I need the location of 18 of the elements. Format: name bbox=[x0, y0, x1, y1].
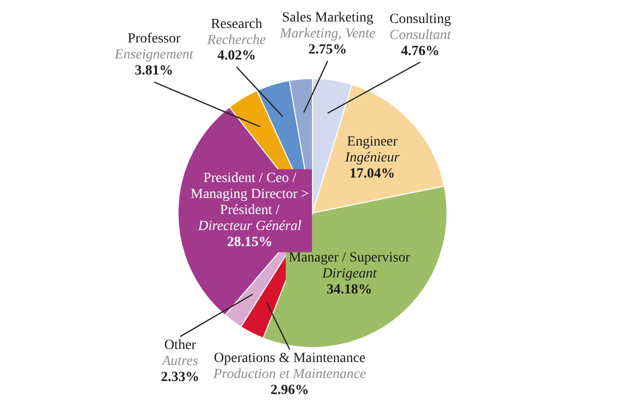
slice-label: Other Autres bbox=[161, 338, 199, 370]
slice-label: Engineer Ingénieur bbox=[344, 134, 400, 166]
data-label: 4.76% bbox=[400, 44, 440, 59]
data-label: 2.33% bbox=[160, 370, 200, 386]
data-label: 4.02% bbox=[217, 48, 256, 64]
slice-label: Professor Enseignement bbox=[114, 32, 194, 63]
slice-label: Operations & Maintenance Production et Maintenance bbox=[212, 351, 366, 382]
slice-label: Research Recherche bbox=[206, 16, 266, 48]
slice-label: Consulting Consultant bbox=[389, 12, 452, 43]
slice-label: Sales Marketing Marketing, Vente bbox=[278, 10, 376, 42]
data-label: 28.15% bbox=[227, 234, 273, 250]
slice-label: President / Ceo / Managing Director > Président / Directeur Général bbox=[190, 170, 310, 234]
data-label: 2.96% bbox=[270, 383, 309, 398]
data-label: 17.04% bbox=[350, 166, 396, 182]
slice-label: Manager / Supervisor Dirigeant bbox=[288, 250, 410, 282]
data-label: 3.81% bbox=[134, 64, 174, 79]
data-label: 2.75% bbox=[308, 42, 347, 58]
data-label: 34.18% bbox=[326, 282, 372, 298]
